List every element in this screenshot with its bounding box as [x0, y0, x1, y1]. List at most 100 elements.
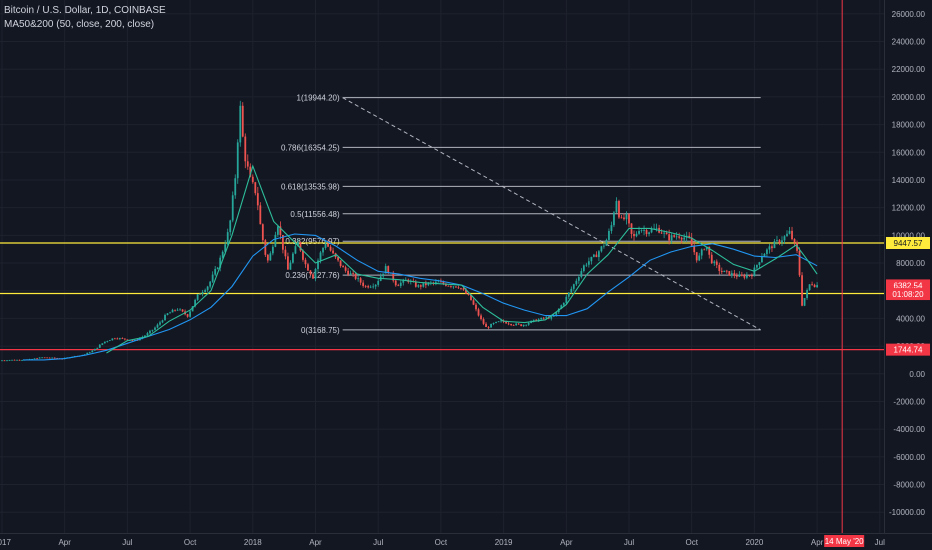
- candle-body: [399, 282, 402, 286]
- candle-body: [517, 323, 520, 325]
- candle-body: [545, 317, 548, 319]
- candle-body: [424, 283, 427, 286]
- candle-body: [387, 266, 390, 274]
- candle-body: [121, 338, 124, 339]
- candle-body: [735, 275, 738, 277]
- candle-body: [811, 284, 813, 286]
- candle-body: [171, 309, 174, 313]
- candle-body: [367, 286, 370, 288]
- candle-body: [758, 262, 761, 265]
- candle-body: [312, 274, 314, 279]
- candle-body: [16, 359, 18, 361]
- fib-level-label: 1(19944.20): [297, 94, 340, 103]
- candle-body: [149, 330, 151, 334]
- candle-body: [189, 311, 191, 317]
- candle-body: [437, 281, 440, 283]
- candle-body: [304, 259, 307, 265]
- candle-body: [670, 235, 673, 241]
- candle-body: [98, 344, 101, 348]
- candle-body: [598, 251, 600, 258]
- candle-body: [540, 317, 543, 320]
- candle-body: [43, 357, 46, 359]
- candle-body: [750, 275, 753, 277]
- candle-body: [525, 324, 528, 326]
- time-tick-label: Jul: [875, 538, 885, 547]
- candle-body: [500, 320, 502, 322]
- time-axis[interactable]: 2017 Apr Jul Oct 2018 Apr Jul Oct 2019 Apr Jul Oct 2…: [0, 538, 885, 547]
- candle-body: [507, 323, 510, 325]
- time-tick-label: Apr: [811, 538, 824, 547]
- candle-body: [520, 324, 523, 327]
- indicator-title[interactable]: MA50&200 (50, close, 200, close): [4, 19, 155, 30]
- price-tick-label: -2000.00: [893, 397, 925, 406]
- candle-body: [259, 205, 262, 225]
- price-tick-label: 0.00: [909, 370, 925, 379]
- candle-body: [427, 282, 430, 286]
- candle-body: [8, 360, 11, 361]
- candle-body: [199, 293, 202, 295]
- candle-body: [808, 284, 811, 291]
- candle-body: [730, 273, 733, 276]
- candle-body: [422, 283, 425, 287]
- fib-level-label: 0.5(11556.48): [290, 210, 340, 219]
- candle-body: [738, 274, 741, 277]
- candle-body: [442, 281, 445, 284]
- candle-body: [214, 268, 217, 275]
- candle-body: [151, 329, 154, 331]
- candle-body: [347, 270, 350, 275]
- candle-body: [287, 256, 289, 270]
- candle-body: [13, 359, 16, 361]
- candle-body: [572, 284, 575, 289]
- horizontal-levels[interactable]: [0, 242, 884, 351]
- candle-body: [600, 246, 603, 252]
- candle-body: [638, 231, 640, 234]
- candle-body: [327, 243, 329, 247]
- candle-body: [166, 313, 169, 315]
- candle-body: [342, 266, 344, 268]
- candle-body: [219, 257, 222, 268]
- candle-body: [633, 233, 635, 237]
- candle-body: [392, 272, 395, 281]
- candle-body: [542, 317, 545, 319]
- candle-body: [713, 261, 716, 264]
- candle-body: [108, 340, 111, 342]
- candle-body: [216, 267, 219, 269]
- candle-body: [394, 280, 397, 286]
- candle-body: [801, 275, 803, 306]
- candle-body: [665, 232, 668, 235]
- candle-body: [211, 274, 214, 282]
- price-tick-label: 4000.00: [896, 314, 925, 323]
- candle-body: [159, 322, 161, 325]
- candle-body: [515, 323, 518, 326]
- candle-body: [414, 281, 417, 287]
- date-tag: 14 May '20: [825, 537, 864, 546]
- time-tick-label: Apr: [309, 538, 322, 547]
- candle-body: [628, 213, 630, 224]
- candle-body: [753, 267, 756, 277]
- candle-body: [229, 220, 232, 233]
- candle-body: [477, 309, 480, 316]
- candle-body: [21, 360, 23, 361]
- candle-body: [204, 290, 207, 293]
- candle-body: [718, 264, 721, 272]
- candle-body: [813, 284, 816, 288]
- candle-body: [307, 264, 309, 271]
- candle-body: [776, 240, 778, 242]
- candle-body: [673, 235, 676, 237]
- candle-body: [194, 299, 197, 307]
- candle-body: [680, 237, 683, 240]
- candle-body: [683, 237, 686, 240]
- candle-body: [434, 281, 437, 283]
- candle-body: [655, 227, 658, 229]
- candle-body: [191, 306, 194, 312]
- price-tick-label: 8000.00: [896, 259, 925, 268]
- candle-body: [467, 293, 470, 295]
- candle-body: [587, 261, 590, 265]
- candle-body: [577, 277, 580, 281]
- candle-body: [745, 275, 748, 278]
- symbol-title[interactable]: Bitcoin / U.S. Dollar, 1D, COINBASE: [4, 5, 166, 16]
- time-tick-label: Jul: [122, 538, 132, 547]
- candle-body: [756, 264, 758, 268]
